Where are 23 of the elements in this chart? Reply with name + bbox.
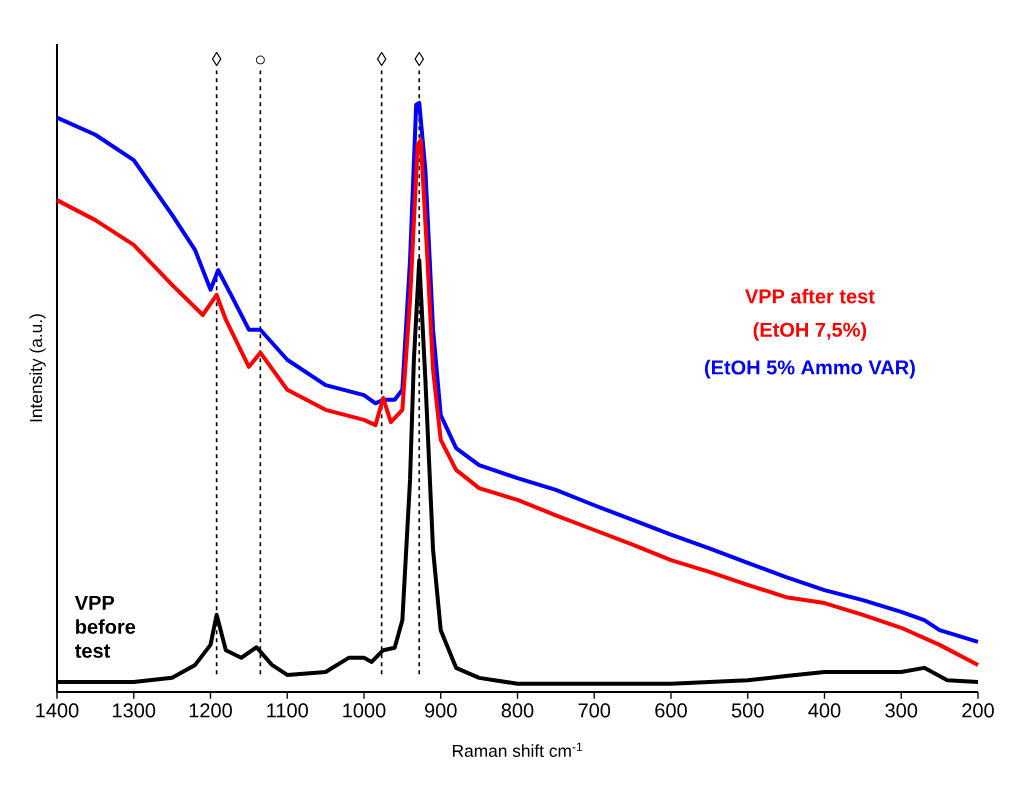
x-tick-label: 700 [578,703,611,718]
ref-line-label: ◊ [414,51,425,66]
x-tick-label: 1100 [267,703,308,718]
text: (EtOH 7,5%) [753,322,867,341]
x-tick-label: 1200 [189,703,232,718]
ref-line-label: ○ [255,55,265,65]
x-tick-label: 900 [425,703,457,718]
x-tick-label: 500 [731,703,764,718]
x-tick-label: 800 [501,703,534,718]
series-label: VPP before test [74,595,136,658]
x-tick-label: 600 [655,703,687,718]
x-tick-label: 1000 [343,703,386,718]
ref-line-label: ◊ [211,51,222,66]
annotation: VPP after test [745,288,875,304]
ref-line-label: ◊ [376,51,387,66]
x-tick-label: 1300 [113,703,156,718]
x-tick-label: 400 [808,703,841,718]
x-tick-label: 300 [885,703,918,718]
text: (EtOH 5% Ammo VAR) [704,359,915,379]
x-axis-title: Raman shift cm$^{-1}$ [452,742,583,758]
y-axis-title: Intensity (a.u.) [29,314,46,422]
x-tick-label: 200 [962,703,994,718]
x-tick-label: 1400 [36,703,79,718]
